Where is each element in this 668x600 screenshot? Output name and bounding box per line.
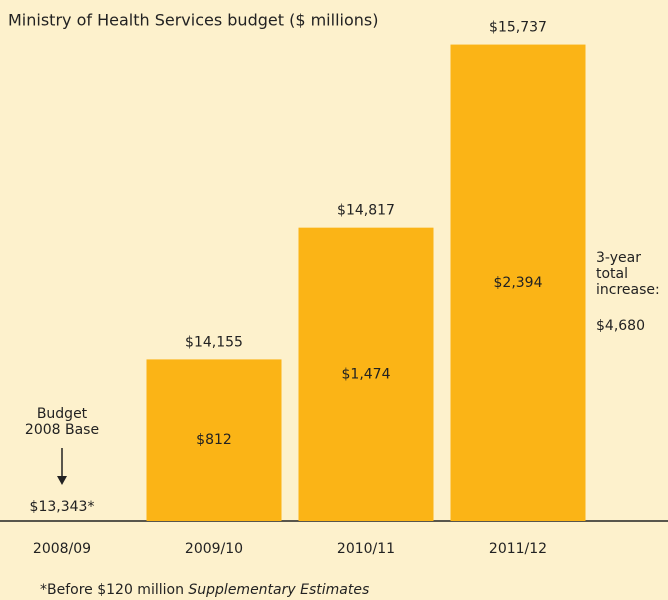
bar bbox=[450, 44, 586, 522]
footnote: *Before $120 million Supplementary Estim… bbox=[40, 582, 369, 598]
chart-title: Ministry of Health Services budget ($ mi… bbox=[8, 11, 378, 30]
base-annotation: 2008 Base bbox=[25, 422, 99, 438]
footnote-text: *Before $120 million bbox=[40, 582, 188, 598]
total-annotation: total bbox=[596, 266, 628, 282]
value-label: $14,155 bbox=[185, 334, 243, 350]
bar bbox=[146, 359, 282, 521]
total-increase: $4,680 bbox=[596, 318, 645, 334]
footnote-italic: Supplementary Estimates bbox=[188, 582, 369, 598]
x-tick-label: 2010/11 bbox=[337, 541, 395, 557]
increase-label: $812 bbox=[196, 432, 232, 448]
base-annotation: Budget bbox=[37, 406, 88, 422]
total-annotation: 3-year bbox=[596, 250, 641, 266]
x-tick-label: 2011/12 bbox=[489, 541, 547, 557]
x-tick-label: 2009/10 bbox=[185, 541, 243, 557]
total-annotation: increase: bbox=[596, 282, 660, 298]
x-tick-label: 2008/09 bbox=[33, 541, 91, 557]
bar bbox=[298, 227, 434, 521]
increase-label: $1,474 bbox=[342, 366, 391, 382]
increase-label: $2,394 bbox=[494, 275, 543, 291]
value-label: $15,737 bbox=[489, 20, 547, 36]
value-label: $13,343* bbox=[30, 499, 95, 515]
arrow-head bbox=[57, 476, 67, 485]
value-label: $14,817 bbox=[337, 203, 395, 219]
